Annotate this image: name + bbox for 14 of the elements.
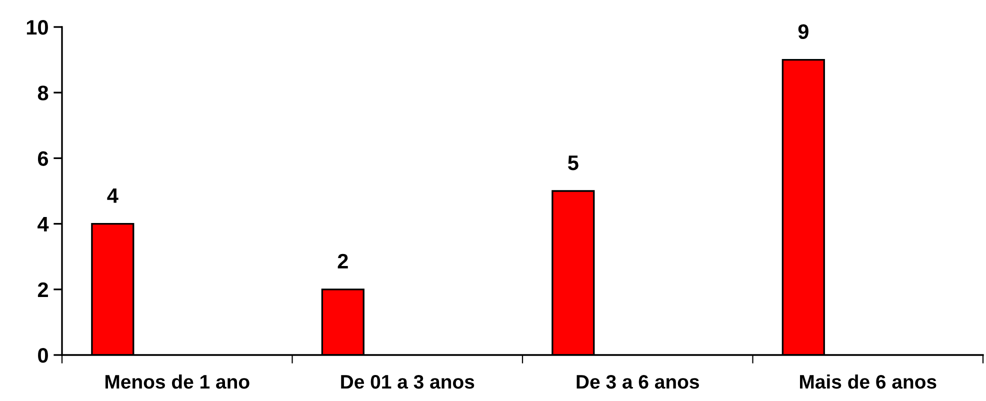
x-tick-label: Menos de 1 ano [106, 374, 250, 389]
y-tick-label: 6 [38, 151, 48, 166]
data-label: 5 [568, 156, 578, 170]
x-tick-label: De 01 a 3 anos [341, 374, 474, 389]
data-label: 4 [107, 188, 118, 203]
y-tick-label: 4 [38, 217, 49, 232]
y-tick-label: 8 [38, 86, 48, 100]
y-tick-label: 10 [26, 20, 48, 35]
data-label: 2 [338, 254, 348, 268]
x-tick-label: De 3 a 6 anos [576, 374, 699, 389]
y-tick-label: 2 [38, 282, 48, 297]
data-label: 9 [798, 24, 808, 40]
y-tick-label: 0 [38, 348, 48, 363]
x-tick-label: Mais de 6 anos [800, 374, 936, 389]
